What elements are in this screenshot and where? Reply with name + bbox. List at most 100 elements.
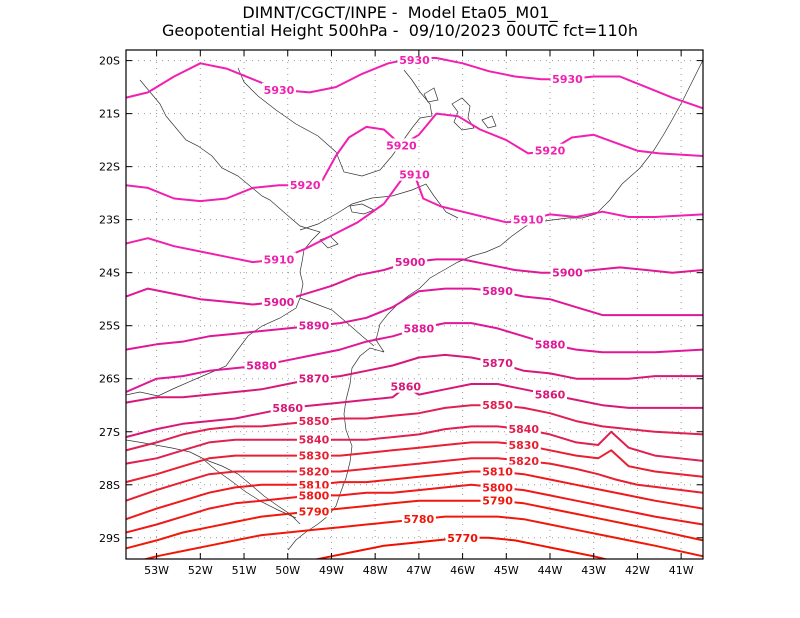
state-border-line bbox=[299, 183, 459, 231]
lat-tick-label: 21S bbox=[99, 108, 120, 121]
contour-label-bg bbox=[533, 387, 568, 401]
contour-label-bg bbox=[550, 72, 585, 86]
contour-label-bg bbox=[506, 422, 541, 436]
lake-outline bbox=[481, 115, 497, 129]
contour-label-bg bbox=[296, 464, 331, 478]
plot-frame bbox=[125, 49, 704, 560]
contour-lines bbox=[126, 57, 703, 559]
contour-label-bg bbox=[296, 504, 331, 518]
contour-label-5890: 5890 bbox=[299, 320, 330, 333]
lon-tick-label: 45W bbox=[494, 564, 519, 577]
contour-label-bg bbox=[270, 400, 305, 414]
contour-5890 bbox=[126, 287, 703, 351]
contour-label-5890: 5890 bbox=[482, 285, 513, 298]
contour-label-5830: 5830 bbox=[299, 450, 330, 463]
contour-label-5860: 5860 bbox=[535, 389, 566, 402]
lon-tick-label: 42W bbox=[625, 564, 650, 577]
contour-label-bg bbox=[480, 284, 515, 298]
contour-label-5930: 5930 bbox=[399, 54, 430, 67]
contour-label-5930: 5930 bbox=[264, 84, 295, 97]
contour-label-5840: 5840 bbox=[299, 434, 330, 447]
contour-5820 bbox=[126, 457, 703, 502]
contour-label-5920: 5920 bbox=[290, 179, 321, 192]
contour-label-5860: 5860 bbox=[390, 381, 421, 394]
contour-5850 bbox=[126, 404, 703, 452]
state-border-line bbox=[203, 459, 297, 519]
axes: 20S 21S 22S 23S 24S 25S 26S 27S 28S 29S 53W 52W 51W 5… bbox=[99, 50, 703, 577]
contour-label-5910: 5910 bbox=[264, 253, 295, 266]
contour-label-bg bbox=[261, 294, 296, 308]
contour-label-5900: 5900 bbox=[264, 296, 295, 309]
contour-label-bg bbox=[480, 493, 515, 507]
contour-label-bg bbox=[296, 318, 331, 332]
state-border-line bbox=[126, 439, 301, 525]
state-border-line bbox=[126, 79, 321, 397]
contour-label-bg bbox=[401, 512, 436, 526]
contour-label-5880: 5880 bbox=[404, 322, 435, 335]
state-border-line bbox=[299, 297, 375, 347]
contour-label-5910: 5910 bbox=[513, 214, 544, 227]
contour-label-5900: 5900 bbox=[552, 267, 583, 280]
lon-tick-label: 41W bbox=[669, 564, 694, 577]
contour-label-bg bbox=[401, 321, 436, 335]
contour-label-bg bbox=[397, 53, 432, 66]
lat-tick-label: 28S bbox=[99, 479, 120, 492]
chart-title: DIMNT/CGCT/INPE - Model Eta05_M01_ Geopo… bbox=[0, 4, 800, 40]
contour-5800 bbox=[126, 483, 703, 534]
contour-label-bg bbox=[480, 355, 515, 369]
contour-label-5820: 5820 bbox=[299, 466, 330, 479]
contour-label-bg bbox=[388, 379, 423, 393]
contour-5870 bbox=[126, 353, 703, 404]
contour-5840 bbox=[126, 425, 703, 465]
contour-label-5780: 5780 bbox=[404, 513, 435, 526]
contour-label-bg bbox=[506, 453, 541, 467]
contour-label-bg bbox=[384, 138, 419, 152]
contour-label-5790: 5790 bbox=[299, 505, 330, 518]
contour-label-5860: 5860 bbox=[272, 402, 303, 415]
contour-5790 bbox=[126, 499, 703, 550]
contour-5920 bbox=[126, 112, 703, 203]
lake-outline bbox=[349, 203, 375, 215]
contour-label-bg bbox=[480, 464, 515, 478]
contour-5910 bbox=[126, 173, 703, 264]
contour-label-bg bbox=[511, 212, 546, 226]
contour-label-bg bbox=[244, 358, 279, 372]
contour-label-bg bbox=[445, 530, 480, 544]
contour-label-5800: 5800 bbox=[482, 481, 513, 494]
gridlines bbox=[126, 50, 703, 559]
contour-label-bg bbox=[550, 265, 585, 279]
contour-label-5870: 5870 bbox=[482, 357, 513, 370]
contour-label-5800: 5800 bbox=[299, 489, 330, 502]
contour-label-5830: 5830 bbox=[508, 439, 539, 452]
title-line-2: Geopotential Height 500hPa - 09/10/2023 … bbox=[162, 21, 638, 40]
contour-label-5910: 5910 bbox=[399, 169, 430, 182]
contour-label-bg bbox=[288, 178, 323, 192]
lat-tick-label: 24S bbox=[99, 267, 120, 280]
contour-label-bg bbox=[533, 143, 568, 157]
contour-label-5920: 5920 bbox=[386, 139, 417, 152]
lon-tick-label: 50W bbox=[275, 564, 300, 577]
lon-tick-label: 52W bbox=[188, 564, 213, 577]
lake-outline bbox=[423, 87, 439, 103]
contour-label-bg bbox=[533, 337, 568, 351]
contour-label-5840: 5840 bbox=[508, 423, 539, 436]
state-border-line bbox=[237, 67, 433, 177]
contour-label-5850: 5850 bbox=[299, 415, 330, 428]
contour-label-bg bbox=[480, 398, 515, 412]
contour-label-bg bbox=[506, 438, 541, 452]
title-line-1: DIMNT/CGCT/INPE - Model Eta05_M01_ bbox=[242, 3, 558, 22]
lat-tick-label: 25S bbox=[99, 320, 120, 333]
contour-label-5920: 5920 bbox=[535, 145, 566, 158]
contour-label-bg bbox=[296, 488, 331, 502]
lon-tick-label: 44W bbox=[538, 564, 563, 577]
lon-tick-label: 49W bbox=[319, 564, 344, 577]
contour-label-bg bbox=[296, 414, 331, 428]
contour-5810 bbox=[126, 470, 703, 521]
contour-label-5870: 5870 bbox=[299, 373, 330, 386]
contour-label-bg bbox=[261, 82, 296, 96]
contour-labels: 5930 5930 5930 5920 5920 5920 5910 5910 5910 5900… bbox=[244, 53, 585, 545]
contour-label-bg bbox=[296, 477, 331, 491]
contour-5830 bbox=[126, 441, 703, 484]
contour-label-5790: 5790 bbox=[482, 495, 513, 508]
